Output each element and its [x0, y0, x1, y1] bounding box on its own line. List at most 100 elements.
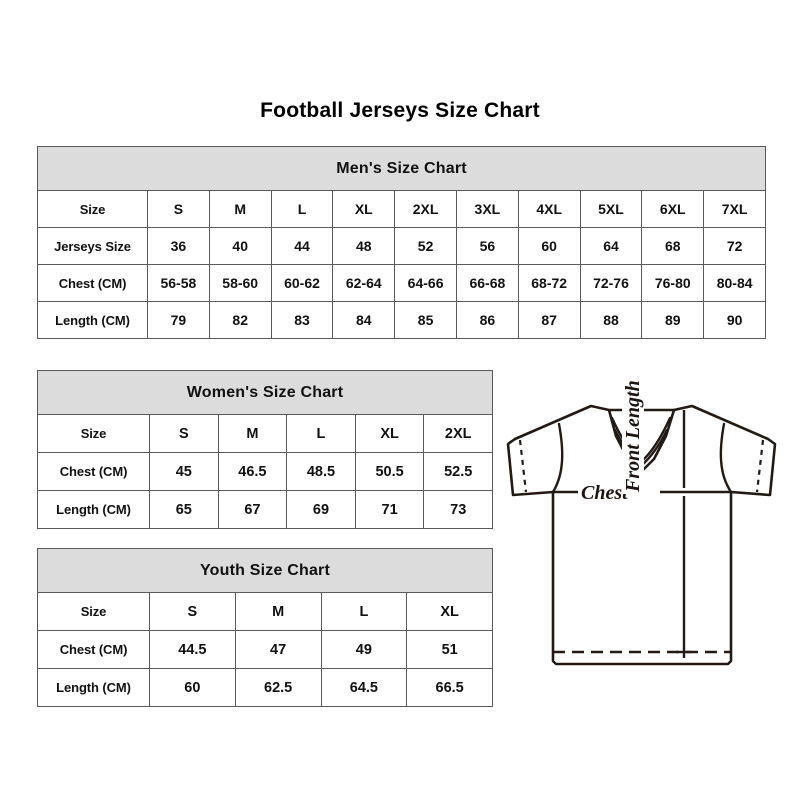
column-header-size: Size [37, 592, 150, 631]
cell: 66.5 [406, 668, 494, 707]
column-header-l: L [286, 414, 356, 453]
cell: 79 [147, 301, 210, 339]
table-row: Jerseys Size 36 40 44 48 52 56 60 64 68 … [37, 227, 767, 265]
cell: 76-80 [641, 264, 705, 302]
column-header-size: Size [37, 414, 150, 453]
cell: 56-58 [147, 264, 210, 302]
cell: 64 [579, 227, 643, 265]
row-label-length: Length (CM) [37, 490, 150, 529]
cell: 50.5 [354, 452, 425, 491]
column-header-4xl: 4XL [517, 190, 581, 228]
front-length-measurement-label: Front Length [622, 344, 644, 494]
cell: 67 [217, 490, 288, 529]
column-header-xl: XL [354, 414, 425, 453]
cell: 64-66 [394, 264, 457, 302]
cell: 82 [208, 301, 272, 339]
cell: 52.5 [423, 452, 494, 491]
cell: 88 [579, 301, 643, 339]
column-header-3xl: 3XL [455, 190, 519, 228]
table-row: Chest (CM) 44.5 47 49 51 [37, 630, 494, 669]
cell: 90 [703, 301, 767, 339]
cell: 51 [406, 630, 494, 669]
column-header-l: L [270, 190, 334, 228]
column-header-s: S [147, 190, 210, 228]
table-header-row: Size S M L XL 2XL [37, 414, 494, 453]
cell: 84 [332, 301, 396, 339]
mens-size-table: Men's Size Chart Size S M L XL 2XL 3XL 4… [36, 146, 767, 339]
cell: 72 [703, 227, 767, 265]
cell: 36 [147, 227, 210, 265]
column-header-6xl: 6XL [641, 190, 705, 228]
cell: 83 [270, 301, 334, 339]
column-header-xl: XL [406, 592, 494, 631]
cell: 86 [455, 301, 519, 339]
table-header-row: Size S M L XL [37, 592, 494, 631]
cell: 60 [517, 227, 581, 265]
cell: 44 [270, 227, 334, 265]
cell: 52 [394, 227, 457, 265]
column-header-m: M [234, 592, 322, 631]
table-row: Chest (CM) 45 46.5 48.5 50.5 52.5 [37, 452, 494, 491]
column-header-m: M [217, 414, 288, 453]
table-row: Length (CM) 79 82 83 84 85 86 87 88 89 9… [37, 301, 767, 339]
cell: 80-84 [703, 264, 767, 302]
cell: 62-64 [332, 264, 396, 302]
cell: 69 [286, 490, 356, 529]
cell: 85 [394, 301, 457, 339]
column-header-2xl: 2XL [423, 414, 494, 453]
cell: 48 [332, 227, 396, 265]
column-header-xl: XL [332, 190, 396, 228]
table-row: Length (CM) 65 67 69 71 73 [37, 490, 494, 529]
table-caption-row: Women's Size Chart [36, 370, 494, 415]
cell: 64.5 [320, 668, 408, 707]
column-header-s: S [149, 414, 219, 453]
cell: 72-76 [579, 264, 643, 302]
cell: 44.5 [149, 630, 236, 669]
cell: 60 [149, 668, 236, 707]
column-header-s: S [149, 592, 236, 631]
row-label-chest: Chest (CM) [37, 630, 150, 669]
cell: 73 [423, 490, 494, 529]
cell: 65 [149, 490, 219, 529]
column-header-5xl: 5XL [579, 190, 643, 228]
cell: 71 [354, 490, 425, 529]
cell: 46.5 [217, 452, 288, 491]
column-header-2xl: 2XL [394, 190, 457, 228]
column-header-7xl: 7XL [703, 190, 767, 228]
row-label-length: Length (CM) [37, 301, 148, 339]
cell: 62.5 [234, 668, 322, 707]
cell: 68-72 [517, 264, 581, 302]
row-label-jerseys-size: Jerseys Size [37, 227, 148, 265]
row-label-length: Length (CM) [37, 668, 150, 707]
mens-table-caption: Men's Size Chart [36, 146, 767, 191]
column-header-size: Size [37, 190, 148, 228]
cell: 66-68 [455, 264, 519, 302]
cell: 48.5 [286, 452, 356, 491]
cell: 49 [320, 630, 408, 669]
womens-table-caption: Women's Size Chart [36, 370, 494, 415]
cell: 45 [149, 452, 219, 491]
youth-size-table: Youth Size Chart Size S M L XL Chest (CM… [36, 548, 494, 707]
cell: 47 [234, 630, 322, 669]
table-caption-row: Youth Size Chart [36, 548, 494, 593]
row-label-chest: Chest (CM) [37, 452, 150, 491]
cell: 89 [641, 301, 705, 339]
table-caption-row: Men's Size Chart [36, 146, 767, 191]
table-header-row: Size S M L XL 2XL 3XL 4XL 5XL 6XL 7XL [37, 190, 767, 228]
column-header-m: M [208, 190, 272, 228]
page-title: Football Jerseys Size Chart [260, 99, 540, 122]
cell: 87 [517, 301, 581, 339]
front-length-text: Front Length [622, 378, 644, 494]
cell: 56 [455, 227, 519, 265]
table-row: Chest (CM) 56-58 58-60 60-62 62-64 64-66… [37, 264, 767, 302]
column-header-l: L [320, 592, 408, 631]
cell: 58-60 [208, 264, 272, 302]
cell: 40 [208, 227, 272, 265]
cell: 68 [641, 227, 705, 265]
table-row: Length (CM) 60 62.5 64.5 66.5 [37, 668, 494, 707]
chest-measurement-label: Chest [578, 483, 631, 503]
row-label-chest: Chest (CM) [37, 264, 148, 302]
cell: 60-62 [270, 264, 334, 302]
womens-size-table: Women's Size Chart Size S M L XL 2XL Che… [36, 370, 494, 529]
youth-table-caption: Youth Size Chart [36, 548, 494, 593]
